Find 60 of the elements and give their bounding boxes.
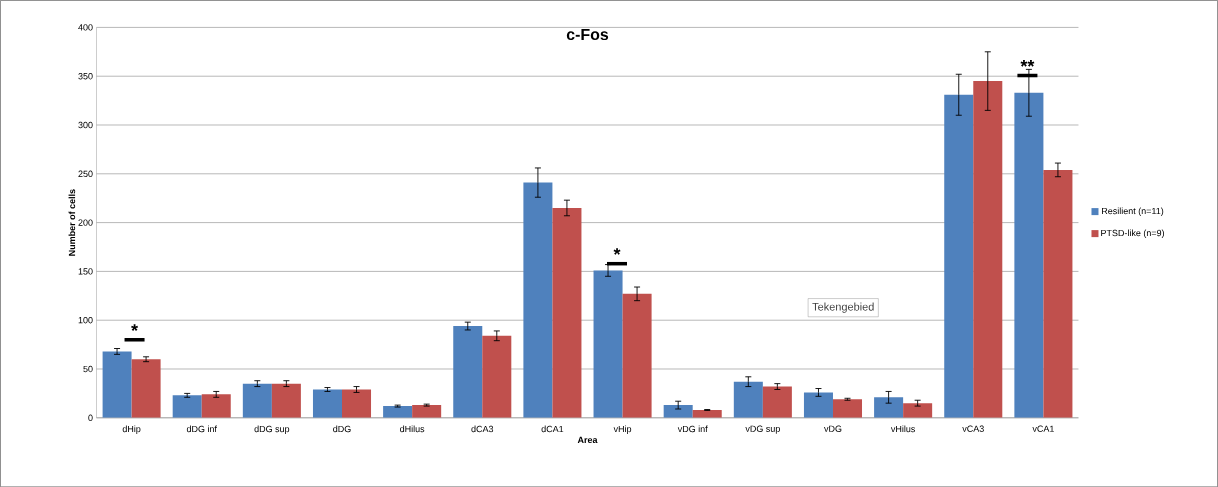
- y-tick-label: 400: [78, 24, 93, 31]
- bar: [482, 335, 512, 418]
- x-tick-label: vCA1: [1032, 425, 1054, 432]
- annotation: Tekengebied: [812, 302, 874, 313]
- annotation: *: [613, 248, 621, 255]
- x-tick-label: dDG: [333, 425, 351, 433]
- x-tick-label: dHip: [122, 425, 141, 434]
- bar: [342, 389, 372, 418]
- x-tick-label: vCA3: [962, 425, 984, 432]
- bar: [733, 381, 763, 418]
- y-tick-label: 100: [78, 316, 93, 324]
- bar: [874, 397, 904, 418]
- x-tick-label: dDG inf: [186, 425, 217, 433]
- bar: [523, 182, 553, 418]
- x-tick-label: vHilus: [890, 425, 916, 433]
- bar: [201, 394, 231, 418]
- bar: [102, 351, 132, 418]
- bar: [453, 325, 483, 418]
- bar: [131, 359, 161, 418]
- x-axis-title: Area: [577, 436, 598, 443]
- x-tick-label: dCA1: [541, 425, 564, 433]
- bar: [172, 395, 202, 418]
- x-tick-label: vHip: [613, 425, 632, 434]
- bar: [622, 293, 652, 418]
- legend-label: PTSD-like (n=9): [1101, 229, 1165, 238]
- bar: [692, 409, 722, 418]
- bar: [762, 386, 792, 418]
- annotation: **: [1020, 59, 1035, 67]
- bar: [552, 207, 582, 418]
- y-tick-label: 250: [78, 170, 93, 177]
- annotation: *: [131, 324, 139, 331]
- bar: [973, 80, 1003, 418]
- bar: [1043, 169, 1073, 418]
- bar: [593, 270, 623, 418]
- x-tick-label: dHilus: [400, 425, 425, 433]
- bar: [312, 389, 342, 418]
- x-tick-label: vDG: [824, 425, 842, 432]
- bar: [832, 399, 863, 418]
- bar: [944, 94, 974, 418]
- bar: [271, 383, 301, 418]
- bar: [803, 392, 833, 418]
- bar: [383, 405, 413, 418]
- bar: [663, 404, 693, 418]
- y-tick-label: 300: [78, 121, 93, 129]
- bar: [903, 403, 933, 418]
- chart-title: c-Fos: [566, 28, 609, 40]
- bar: [242, 383, 272, 418]
- bar: [1014, 92, 1044, 418]
- bar: [412, 404, 442, 418]
- y-tick-label: 50: [83, 365, 93, 373]
- x-tick-label: dDG sup: [254, 425, 290, 434]
- x-tick-label: vDG inf: [677, 425, 708, 433]
- y-axis-title: Number of cells: [68, 189, 76, 256]
- y-tick-label: 0: [88, 414, 93, 421]
- x-tick-label: dCA3: [471, 425, 494, 433]
- legend-label: Resilient (n=11): [1102, 207, 1164, 216]
- y-tick-label: 350: [78, 72, 93, 80]
- y-tick-label: 200: [78, 219, 93, 226]
- x-tick-label: vDG sup: [745, 425, 780, 434]
- y-tick-label: 150: [78, 268, 93, 275]
